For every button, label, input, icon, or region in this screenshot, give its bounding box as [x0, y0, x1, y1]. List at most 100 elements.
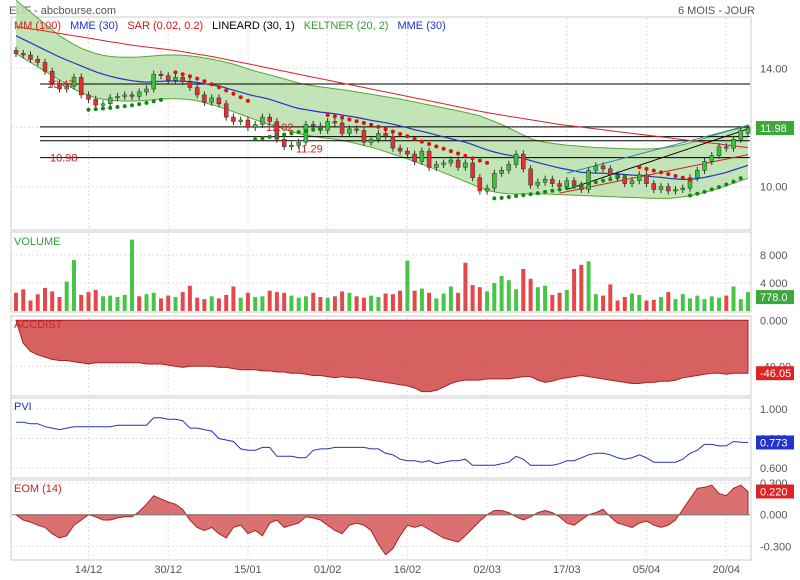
volume-bar [586, 261, 591, 311]
volume-bar [731, 286, 736, 311]
candle-up [325, 121, 330, 131]
level-annotation: 12.02 [266, 122, 294, 134]
candle-up [296, 141, 301, 146]
candle-up [695, 170, 700, 178]
sar-dot [405, 134, 410, 139]
legend-mme30: MME (30) [70, 20, 118, 32]
candle-up [368, 139, 374, 143]
candle-up [173, 76, 178, 81]
candle-up [115, 96, 120, 99]
volume-bar [108, 295, 113, 311]
volume-bar [666, 292, 671, 311]
eom-y-tick-label: 0.000 [760, 510, 788, 522]
volume-y-tick-label: 8 000 [760, 250, 788, 262]
sar-dot-low [267, 134, 272, 139]
sar-dot [231, 91, 236, 96]
linreg-line [559, 154, 749, 194]
volume-bar [159, 298, 163, 311]
volume-bar [434, 298, 439, 311]
sar-dot-low [108, 105, 113, 110]
volume-bar [311, 292, 316, 311]
sar-dot [347, 117, 352, 122]
volume-bar [231, 286, 236, 311]
volume-bar [354, 296, 359, 311]
sar-dot [209, 82, 214, 87]
candle-down [21, 53, 26, 56]
volume-bar [86, 292, 91, 311]
volume-y-tick-label: 4 000 [760, 278, 788, 290]
volume-bar [499, 276, 504, 311]
sar-dot [434, 144, 439, 149]
candle-down [651, 183, 657, 190]
sar-dot [659, 170, 664, 175]
sar-dot-low [100, 106, 105, 111]
sar-dot [224, 88, 229, 93]
sar-dot-low [724, 182, 729, 187]
candle-down [666, 186, 671, 192]
sar-dot-low [492, 196, 497, 201]
volume-bar [398, 290, 403, 311]
volume-bar [216, 298, 221, 311]
sar-dot-low [274, 133, 279, 138]
sar-dot [456, 151, 461, 156]
keltner-lower-line [15, 53, 749, 199]
sar-dot [463, 153, 468, 158]
candle-up [673, 189, 678, 192]
volume-bar [122, 294, 127, 311]
candle-up [542, 178, 548, 183]
x-tick-label: 15/01 [234, 564, 262, 576]
volume-bar [514, 289, 519, 311]
sar-dot-low [296, 130, 301, 135]
volume-bar [622, 297, 627, 311]
volume-bar [253, 297, 258, 311]
candle-up [107, 97, 113, 105]
volume-bar [340, 291, 345, 311]
sar-dot-low [289, 131, 294, 136]
volume-bar [282, 292, 287, 311]
mme30-line [15, 35, 749, 181]
x-tick-label: 01/02 [314, 564, 342, 576]
volume-bar [43, 287, 47, 311]
candle-down [397, 147, 403, 152]
candle-up [702, 161, 707, 171]
volume-bar [151, 292, 156, 311]
volume-bar [673, 299, 678, 311]
candle-up [122, 94, 127, 97]
volume-bar [579, 264, 584, 311]
volume-bar [637, 294, 642, 311]
candle-up [347, 128, 352, 134]
sar-dot-low [151, 99, 156, 104]
sar-dot [332, 114, 337, 119]
candle-up [499, 170, 504, 174]
last-accdist-label-bg [756, 366, 794, 381]
sar-dot-low [557, 187, 562, 192]
x-tick-label: 30/12 [154, 564, 182, 576]
sar-dot-low [303, 128, 308, 133]
volume-bar [130, 239, 134, 311]
sar-dot-low [688, 193, 693, 198]
sar-dot-low [586, 181, 591, 186]
volume-bar [361, 297, 366, 311]
volume-bar [543, 285, 548, 311]
candle-up [441, 162, 446, 165]
period-label: 6 MOIS - JOUR [678, 5, 755, 17]
volume-bar [303, 296, 308, 311]
volume-bar [651, 299, 656, 311]
volume-bar [521, 269, 526, 311]
volume-bar [260, 296, 265, 311]
keltner-upper-line [15, 0, 749, 150]
volume-bar [412, 290, 417, 311]
x-tick-label: 05/04 [633, 564, 661, 576]
candle-down [187, 81, 193, 88]
sar-dot [325, 113, 330, 118]
candle-down [310, 124, 316, 127]
candle-up [484, 187, 490, 192]
sar-dot-low [543, 189, 548, 194]
candle-up [144, 88, 149, 93]
volume-bar [245, 292, 250, 311]
volume-bar [224, 294, 229, 311]
pvi-legend: PVI [14, 401, 32, 413]
volume-panel [10, 231, 752, 313]
candle-up [252, 124, 258, 128]
